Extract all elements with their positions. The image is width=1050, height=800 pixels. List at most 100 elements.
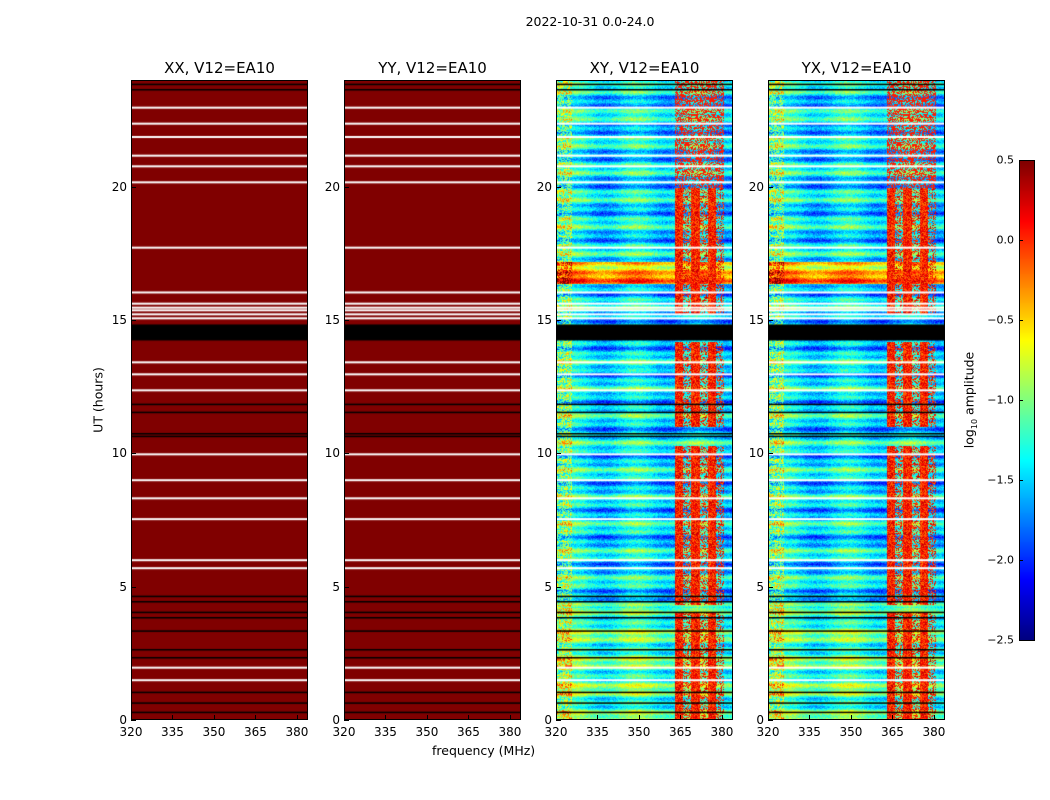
x-tick-label: 380	[710, 725, 734, 739]
x-tick-label: 380	[498, 725, 522, 739]
y-tick-label: 5	[544, 579, 552, 594]
y-tick-label: 10	[748, 446, 764, 461]
y-tick-mark	[344, 453, 349, 455]
y-tick-label: 20	[536, 179, 552, 194]
heatmap-panel-yy	[344, 80, 521, 720]
y-tick-mark	[344, 586, 349, 588]
x-tick-label: 365	[669, 725, 692, 739]
x-tick-mark	[344, 715, 345, 720]
y-tick-label: 15	[536, 313, 552, 327]
y-tick-mark	[556, 586, 561, 588]
colorbar-tick-mark	[1019, 640, 1023, 641]
y-tick-label: 10	[111, 446, 127, 461]
panel-title: YX, V12=EA10	[801, 59, 912, 77]
colorbar-tick-mark	[1019, 320, 1023, 321]
y-tick-label: 0	[119, 713, 127, 727]
x-tick-label: 335	[374, 725, 397, 739]
x-tick-label: 335	[798, 725, 821, 739]
heatmap-image	[132, 81, 307, 719]
y-tick-mark	[768, 453, 773, 455]
x-tick-mark	[597, 715, 599, 720]
y-tick-mark	[344, 320, 349, 321]
y-tick-label: 15	[324, 313, 340, 327]
heatmap-panel-xx	[131, 80, 308, 720]
x-tick-label: 320	[332, 725, 356, 739]
y-tick-mark	[131, 320, 136, 321]
y-tick-mark	[344, 186, 349, 188]
colorbar-tick-label: 0.5	[996, 153, 1015, 167]
x-tick-label: 350	[415, 725, 439, 739]
panel-title: XX, V12=EA10	[164, 59, 275, 77]
x-tick-label: 350	[839, 725, 863, 739]
x-tick-mark	[892, 715, 894, 720]
x-tick-mark	[933, 715, 935, 720]
x-tick-label: 365	[457, 725, 480, 739]
y-tick-label: 0	[756, 713, 764, 727]
y-tick-mark	[556, 320, 561, 321]
x-tick-label: 350	[202, 725, 226, 739]
x-tick-label: 335	[161, 725, 184, 739]
heatmap-image	[769, 81, 944, 719]
y-tick-label: 0	[544, 713, 552, 727]
y-tick-label: 5	[119, 579, 127, 594]
x-axis-label: frequency (MHz)	[432, 743, 536, 758]
y-tick-mark	[768, 586, 773, 588]
x-tick-mark	[638, 715, 640, 720]
y-tick-label: 20	[111, 179, 127, 194]
colorbar-tick-mark	[1019, 240, 1023, 241]
x-tick-label: 320	[756, 725, 780, 739]
y-tick-mark	[344, 720, 349, 721]
colorbar-tick-label: −2.5	[987, 633, 1014, 647]
x-tick-mark	[172, 715, 174, 720]
colorbar-tick-label: 0.0	[996, 233, 1015, 247]
colorbar-tick-label: −1.5	[987, 473, 1014, 487]
x-tick-mark	[296, 715, 298, 720]
y-tick-mark	[131, 186, 136, 188]
x-tick-label: 320	[544, 725, 568, 739]
x-tick-mark	[809, 715, 811, 720]
x-tick-mark	[850, 715, 852, 720]
y-tick-label: 10	[536, 446, 552, 461]
y-tick-label: 15	[111, 313, 127, 327]
y-tick-mark	[556, 453, 561, 455]
y-tick-label: 5	[332, 579, 340, 594]
x-tick-mark	[468, 715, 470, 720]
y-axis-label: UT (hours)	[90, 367, 106, 433]
heatmap-image	[345, 81, 520, 719]
heatmap-image	[557, 81, 732, 719]
y-tick-mark	[556, 186, 561, 188]
y-tick-mark	[556, 720, 561, 721]
colorbar-tick-mark	[1019, 560, 1023, 561]
x-tick-mark	[721, 715, 723, 720]
x-tick-label: 380	[285, 725, 309, 739]
x-tick-mark	[680, 715, 682, 720]
x-tick-mark	[509, 715, 511, 720]
colorbar-tick-mark	[1019, 400, 1023, 401]
heatmap-panel-yx	[768, 80, 945, 720]
y-tick-label: 10	[324, 446, 340, 461]
x-tick-mark	[385, 715, 387, 720]
x-tick-mark	[255, 715, 257, 720]
y-tick-mark	[131, 586, 136, 588]
colorbar-tick-mark	[1019, 160, 1023, 161]
y-tick-mark	[768, 320, 773, 321]
colorbar-tick-mark	[1019, 480, 1023, 481]
heatmap-panel-xy	[556, 80, 733, 720]
colorbar-label-log: log	[961, 429, 977, 449]
y-tick-mark	[131, 453, 136, 455]
y-tick-label: 20	[324, 179, 340, 194]
colorbar-label-sub: 10	[969, 418, 979, 430]
x-tick-mark	[768, 715, 769, 720]
y-tick-mark	[768, 186, 773, 188]
x-tick-label: 380	[922, 725, 946, 739]
y-tick-label: 5	[756, 579, 764, 594]
x-tick-mark	[556, 715, 557, 720]
figure-title: 2022-10-31 0.0-24.0	[525, 14, 655, 29]
colorbar-tick-label: −1.0	[987, 393, 1014, 407]
y-tick-label: 15	[748, 313, 764, 327]
colorbar-label-text: amplitude	[961, 351, 977, 419]
panel-title: XY, V12=EA10	[589, 59, 700, 77]
colorbar-tick-label: −0.5	[987, 313, 1014, 327]
x-tick-label: 335	[586, 725, 609, 739]
